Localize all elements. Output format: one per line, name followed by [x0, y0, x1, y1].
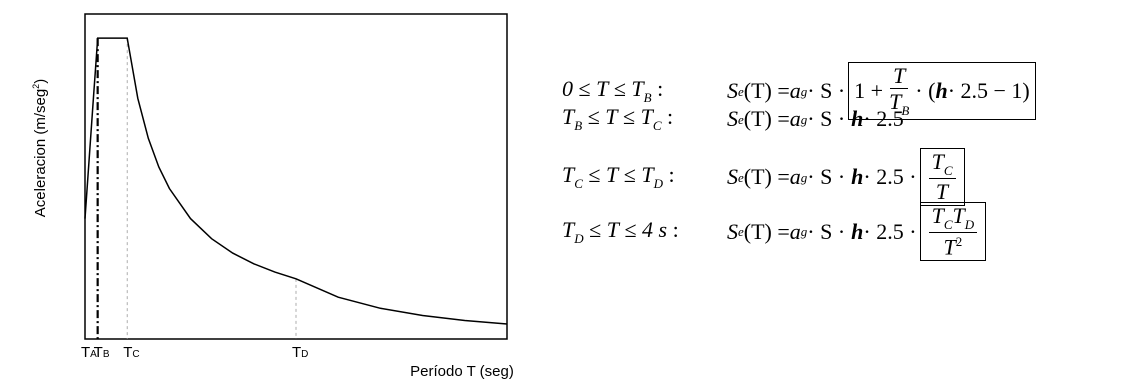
fraction-1: T TB	[889, 63, 910, 118]
tick-label-a: TA	[81, 344, 97, 361]
plot-frame	[84, 13, 508, 340]
tick-label-b: TB	[94, 344, 110, 361]
x-axis-label: Período T (seg)	[410, 363, 514, 380]
bracket-3: TC T	[919, 148, 965, 206]
spectrum-curve	[84, 37, 508, 325]
fraction-4: TCTD T2	[928, 205, 978, 258]
tick-label-d: TD	[292, 344, 308, 361]
tick-label-c: TC	[123, 344, 139, 361]
period-guide-lines	[96, 38, 297, 339]
bracket-4: TCTD T2	[919, 202, 987, 262]
condition-1: 0 ≤ T ≤ TB :	[562, 76, 664, 105]
condition-3: TC ≤ T ≤ TD :	[562, 162, 675, 191]
y-axis-label: Aceleracion (m/seg2)	[31, 79, 49, 217]
fraction-3: TC T	[928, 151, 956, 203]
bracket-1: 1 + T TB · (h · 2.5 − 1)	[848, 62, 1036, 120]
condition-2: TB ≤ T ≤ TC :	[562, 104, 674, 133]
condition-4: TD ≤ T ≤ 4 s :	[562, 216, 679, 246]
